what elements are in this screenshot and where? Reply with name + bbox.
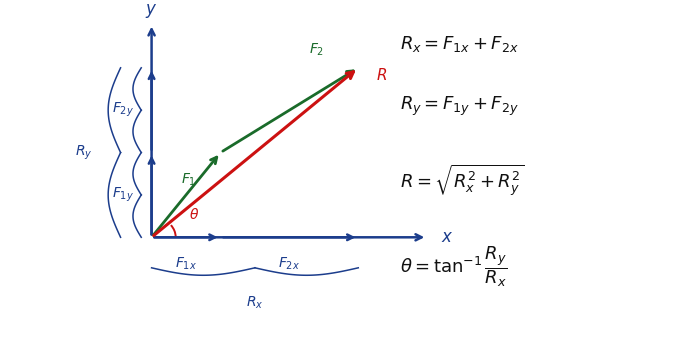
Text: $F_{2x}$: $F_{2x}$ bbox=[278, 256, 300, 272]
Text: $R_y = F_{1y} + F_{2y}$: $R_y = F_{1y} + F_{2y}$ bbox=[400, 95, 519, 118]
Text: $R_x$: $R_x$ bbox=[246, 295, 264, 311]
Text: $F_{1y}$: $F_{1y}$ bbox=[112, 186, 134, 204]
Text: $R$: $R$ bbox=[376, 66, 387, 83]
Text: $F_{2y}$: $F_{2y}$ bbox=[112, 101, 134, 119]
Text: $F_{1x}$: $F_{1x}$ bbox=[175, 256, 197, 272]
Text: $R = \sqrt{R_x^2 + R_y^2}$: $R = \sqrt{R_x^2 + R_y^2}$ bbox=[400, 163, 524, 198]
Text: $y$: $y$ bbox=[145, 2, 158, 20]
Text: $F_1$: $F_1$ bbox=[181, 172, 196, 188]
Text: $x$: $x$ bbox=[441, 228, 453, 246]
Text: $\theta = \tan^{-1}\dfrac{R_y}{R_x}$: $\theta = \tan^{-1}\dfrac{R_y}{R_x}$ bbox=[400, 244, 507, 288]
Text: $R_x = F_{1x} + F_{2x}$: $R_x = F_{1x} + F_{2x}$ bbox=[400, 34, 519, 54]
Text: $F_2$: $F_2$ bbox=[309, 41, 324, 58]
Text: $\theta$: $\theta$ bbox=[189, 207, 200, 222]
Text: $R_y$: $R_y$ bbox=[76, 143, 93, 162]
